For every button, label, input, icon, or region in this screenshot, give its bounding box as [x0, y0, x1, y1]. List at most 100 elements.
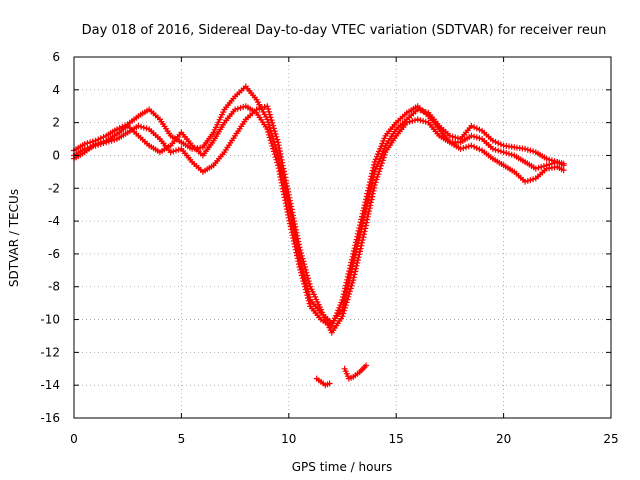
data-point: [335, 307, 342, 314]
data-point: [379, 157, 386, 164]
data-point: [100, 138, 107, 145]
data-point: [95, 140, 102, 147]
y-tick-label: 6: [52, 50, 60, 64]
data-point: [272, 154, 279, 160]
data-point: [353, 262, 360, 269]
data-point: [306, 300, 313, 307]
data-point: [271, 151, 278, 158]
data-point: [373, 176, 380, 183]
data-point: [406, 118, 413, 125]
data-point: [344, 276, 351, 283]
data-point: [468, 122, 475, 129]
data-point: [270, 145, 277, 152]
data-point: [339, 296, 346, 303]
data-point: [306, 280, 313, 287]
data-point: [274, 136, 281, 143]
data-point: [352, 265, 359, 272]
data-point: [268, 117, 275, 124]
data-point: [288, 226, 295, 233]
data-point: [261, 104, 268, 110]
data-point: [381, 151, 388, 158]
data-point: [355, 227, 362, 234]
data-point: [524, 177, 531, 184]
data-point: [301, 264, 308, 270]
data-point: [548, 160, 555, 167]
data-point: [138, 123, 145, 130]
data-point: [175, 146, 182, 153]
y-tick-label: -12: [40, 345, 60, 359]
data-point: [298, 272, 305, 279]
data-point: [476, 135, 483, 142]
data-point: [360, 207, 367, 214]
data-point: [503, 150, 510, 156]
data-point: [354, 230, 361, 237]
data-point: [269, 119, 276, 126]
data-point: [271, 128, 278, 135]
data-point: [350, 277, 357, 284]
data-point: [300, 258, 307, 265]
data-point: [367, 179, 373, 186]
data-point: [266, 134, 273, 141]
data-point: [378, 160, 385, 167]
plot-frame: [73, 56, 612, 419]
grid-layer: [74, 57, 611, 418]
data-point: [367, 176, 374, 183]
data-point: [173, 147, 179, 154]
y-tick-label: -8: [48, 280, 60, 294]
data-point: [560, 167, 567, 174]
data-point: [495, 147, 502, 154]
data-point: [296, 264, 303, 270]
data-point: [535, 164, 542, 171]
data-point: [359, 210, 366, 217]
data-point: [560, 160, 567, 167]
data-point: [92, 141, 99, 147]
data-point: [346, 288, 353, 295]
data-point: [492, 146, 499, 153]
series-track-a: [71, 83, 567, 326]
data-point: [348, 259, 355, 266]
data-point: [530, 148, 537, 155]
data-point: [351, 245, 358, 252]
data-point: [468, 142, 475, 149]
data-point: [355, 254, 362, 261]
data-point: [350, 250, 357, 257]
data-point: [305, 278, 312, 285]
data-point: [373, 153, 380, 160]
data-point: [265, 129, 272, 135]
data-point: [446, 132, 453, 139]
data-point: [305, 295, 311, 301]
x-tick-label: 5: [178, 432, 186, 446]
series-line-track-a: [73, 85, 565, 324]
data-point: [303, 269, 310, 276]
data-point: [449, 133, 456, 140]
data-point: [359, 237, 366, 243]
data-point: [522, 145, 529, 152]
data-point: [341, 288, 348, 295]
data-point: [349, 279, 356, 286]
data-point: [362, 225, 369, 232]
data-point: [266, 131, 272, 138]
data-point: [376, 168, 383, 175]
data-point: [532, 165, 539, 172]
x-tick-label: 10: [281, 432, 296, 446]
data-point: [471, 124, 478, 131]
data-point: [363, 362, 370, 369]
data-point: [471, 143, 478, 150]
data-point: [290, 235, 297, 242]
data-point: [297, 266, 304, 273]
data-point: [527, 177, 534, 184]
data-point: [342, 304, 348, 311]
data-point: [361, 205, 367, 211]
data-point: [364, 216, 371, 223]
y-tick-label: -6: [48, 247, 60, 261]
data-point: [422, 118, 429, 125]
data-point: [266, 108, 272, 115]
data-point: [302, 286, 309, 293]
data-point: [465, 143, 472, 150]
data-point: [302, 266, 309, 273]
data-point: [265, 106, 272, 112]
data-point: [457, 145, 464, 152]
data-point: [304, 292, 311, 299]
